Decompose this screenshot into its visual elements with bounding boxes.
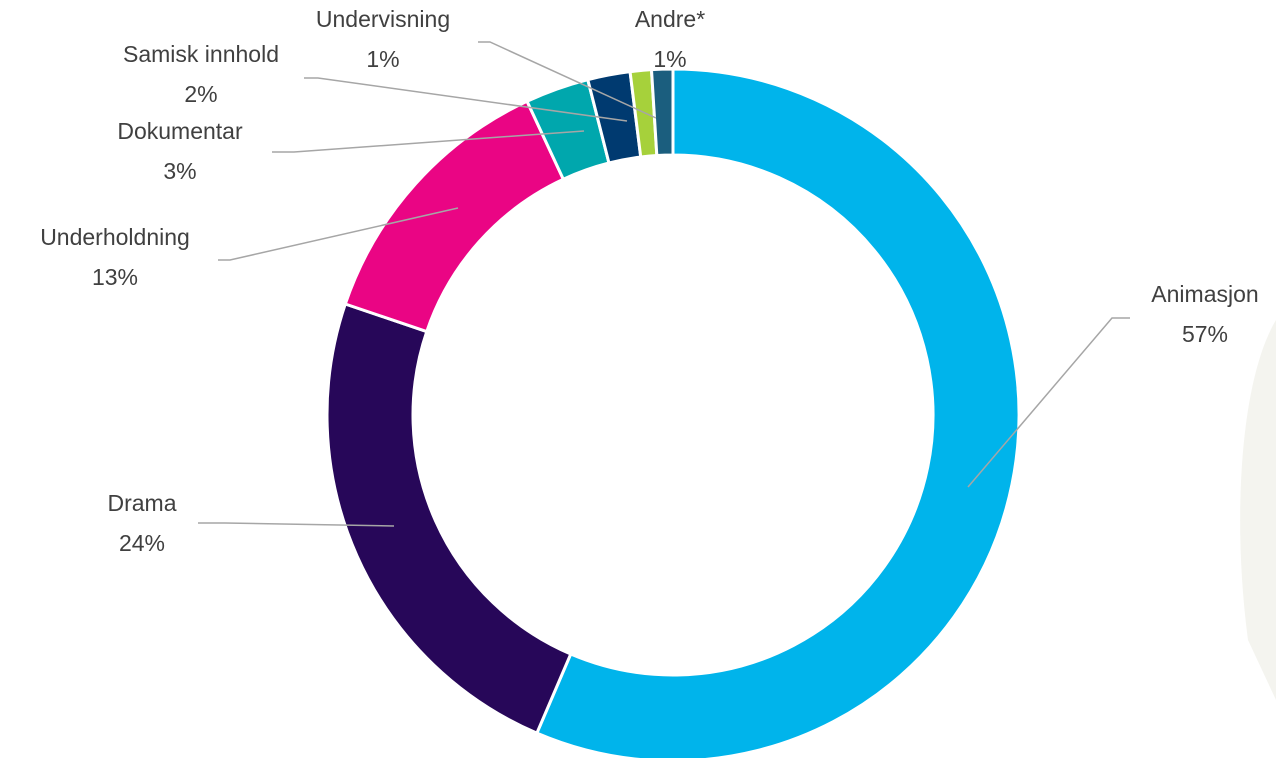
value-samisk-innhold: 2% xyxy=(184,81,217,107)
leader-line-dokumentar xyxy=(272,130,585,153)
leader-line-undervisning xyxy=(478,41,657,119)
value-underholdning: 13% xyxy=(92,264,138,290)
background-decoration xyxy=(1240,320,1276,700)
label-samisk-innhold: Samisk innhold xyxy=(123,41,279,67)
slice-animasjon xyxy=(534,67,1021,758)
leader-line-animasjon xyxy=(967,317,1130,488)
leader-line-samisk-innhold xyxy=(304,77,628,122)
value-undervisning: 1% xyxy=(366,46,399,72)
leader-line-underholdning xyxy=(218,207,459,261)
value-animasjon: 57% xyxy=(1182,321,1228,347)
value-drama: 24% xyxy=(119,530,165,556)
slice-andre xyxy=(649,67,675,158)
slice-drama xyxy=(325,302,573,736)
value-dokumentar: 3% xyxy=(163,158,196,184)
donut-slices xyxy=(325,67,1021,758)
label-undervisning: Undervisning xyxy=(316,6,450,32)
label-animasjon: Animasjon xyxy=(1151,281,1258,307)
label-underholdning: Underholdning xyxy=(40,224,190,250)
slice-underholdning xyxy=(343,99,566,334)
leader-lines xyxy=(198,41,1130,527)
data-labels: Animasjon 57% Drama 24% Underholdning 13% Doku… xyxy=(40,6,1259,556)
label-andre: Andre* xyxy=(635,6,705,32)
value-andre: 1% xyxy=(653,46,686,72)
leader-line-drama xyxy=(198,522,395,527)
label-drama: Drama xyxy=(107,490,176,516)
label-dokumentar: Dokumentar xyxy=(117,118,243,144)
